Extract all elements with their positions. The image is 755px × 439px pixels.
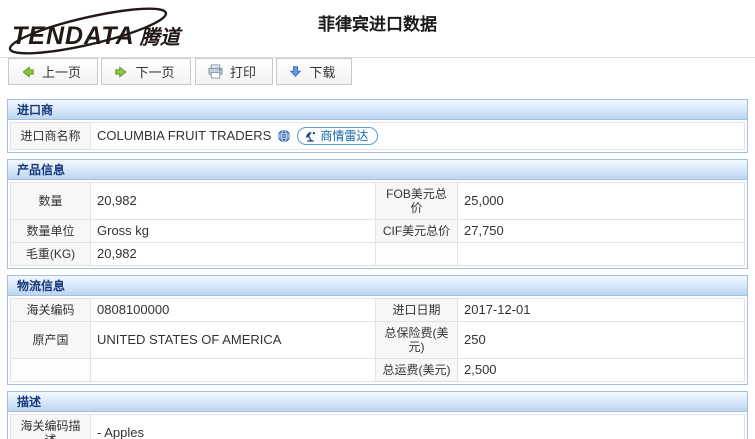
field-label-gross-weight: 毛重(KG)	[10, 242, 91, 266]
radar-dish-icon	[306, 131, 316, 142]
field-value-empty	[457, 242, 745, 266]
printer-icon	[208, 64, 223, 79]
section-header-description: 描述	[8, 392, 747, 412]
table-row: 原产国 UNITED STATES OF AMERICA 总保险费(美元) 25…	[10, 321, 745, 359]
toolbar: 上一页 下一页 打印 下载	[0, 57, 755, 86]
arrow-left-icon	[22, 65, 34, 78]
field-value-total-insurance: 250	[457, 321, 745, 359]
table-row: 海关编码 0808100000 进口日期 2017-12-01	[10, 298, 745, 322]
section-description: 描述 海关编码描述 - Apples	[7, 391, 748, 439]
table-row: 进口商名称 COLUMBIA FRUIT TRADERS	[10, 122, 745, 150]
prev-page-label: 上一页	[42, 65, 82, 80]
arrow-down-icon	[290, 66, 302, 77]
field-value-empty	[90, 358, 376, 382]
field-value-fob-total: 25,000	[457, 182, 745, 220]
next-page-label: 下一页	[135, 65, 175, 80]
globe-icon[interactable]	[277, 129, 291, 143]
table-row: 数量单位 Gross kg CIF美元总价 27,750	[10, 219, 745, 243]
field-label-quantity-unit: 数量单位	[10, 219, 91, 243]
table-row: 总运费(美元) 2,500	[10, 358, 745, 382]
logo-wordmark: TENDATA	[12, 22, 135, 50]
field-value-import-date: 2017-12-01	[457, 298, 745, 322]
section-header-importer: 进口商	[8, 100, 747, 120]
field-value-gross-weight: 20,982	[90, 242, 376, 266]
page-title: 菲律宾进口数据	[318, 15, 437, 34]
logo-ellipse-swoosh	[8, 7, 168, 55]
field-label-hs-code: 海关编码	[10, 298, 91, 322]
section-header-product: 产品信息	[8, 160, 747, 180]
field-value-quantity: 20,982	[90, 182, 376, 220]
field-label-empty	[375, 242, 458, 266]
arrow-right-icon	[115, 65, 127, 78]
prev-page-button[interactable]: 上一页	[8, 58, 99, 85]
download-label: 下载	[309, 65, 336, 80]
field-value-total-freight: 2,500	[457, 358, 745, 382]
field-label-total-insurance: 总保险费(美元)	[375, 321, 458, 359]
field-label-import-date: 进口日期	[375, 298, 458, 322]
field-value-importer-name: COLUMBIA FRUIT TRADERS	[90, 122, 745, 150]
business-radar-label: 商情雷达	[320, 129, 369, 143]
next-page-button[interactable]: 下一页	[101, 58, 192, 85]
section-importer: 进口商 进口商名称 COLUMBIA FRUIT TRADERS	[7, 99, 748, 153]
field-label-quantity: 数量	[10, 182, 91, 220]
download-button[interactable]: 下载	[276, 58, 353, 85]
field-label-importer-name: 进口商名称	[10, 122, 91, 150]
field-label-fob-total: FOB美元总价	[375, 182, 458, 220]
section-product: 产品信息 数量 20,982 FOB美元总价 25,000 数量单位 Gross…	[7, 159, 748, 269]
table-row: 海关编码描述 - Apples	[10, 414, 745, 439]
print-button[interactable]: 打印	[194, 58, 273, 85]
field-value-hs-code: 0808100000	[90, 298, 376, 322]
importer-name-text: COLUMBIA FRUIT TRADERS	[97, 128, 272, 143]
section-header-logistics: 物流信息	[8, 276, 747, 296]
tendata-logo: TENDATA 腾道	[8, 7, 210, 55]
field-label-origin-country: 原产国	[10, 321, 91, 359]
logo-cjk-text: 腾道	[139, 27, 180, 49]
field-value-origin-country: UNITED STATES OF AMERICA	[90, 321, 376, 359]
section-logistics: 物流信息 海关编码 0808100000 进口日期 2017-12-01 原产国…	[7, 275, 748, 385]
field-label-hs-description: 海关编码描述	[10, 414, 91, 439]
field-label-empty	[10, 358, 91, 382]
table-row: 数量 20,982 FOB美元总价 25,000	[10, 182, 745, 220]
field-label-total-freight: 总运费(美元)	[375, 358, 458, 382]
field-value-quantity-unit: Gross kg	[90, 219, 376, 243]
field-value-cif-total: 27,750	[457, 219, 745, 243]
field-value-hs-description: - Apples	[90, 414, 745, 439]
field-label-cif-total: CIF美元总价	[375, 219, 458, 243]
business-radar-button[interactable]: 商情雷达	[297, 127, 379, 145]
table-row: 毛重(KG) 20,982	[10, 242, 745, 266]
print-label: 打印	[229, 65, 256, 80]
